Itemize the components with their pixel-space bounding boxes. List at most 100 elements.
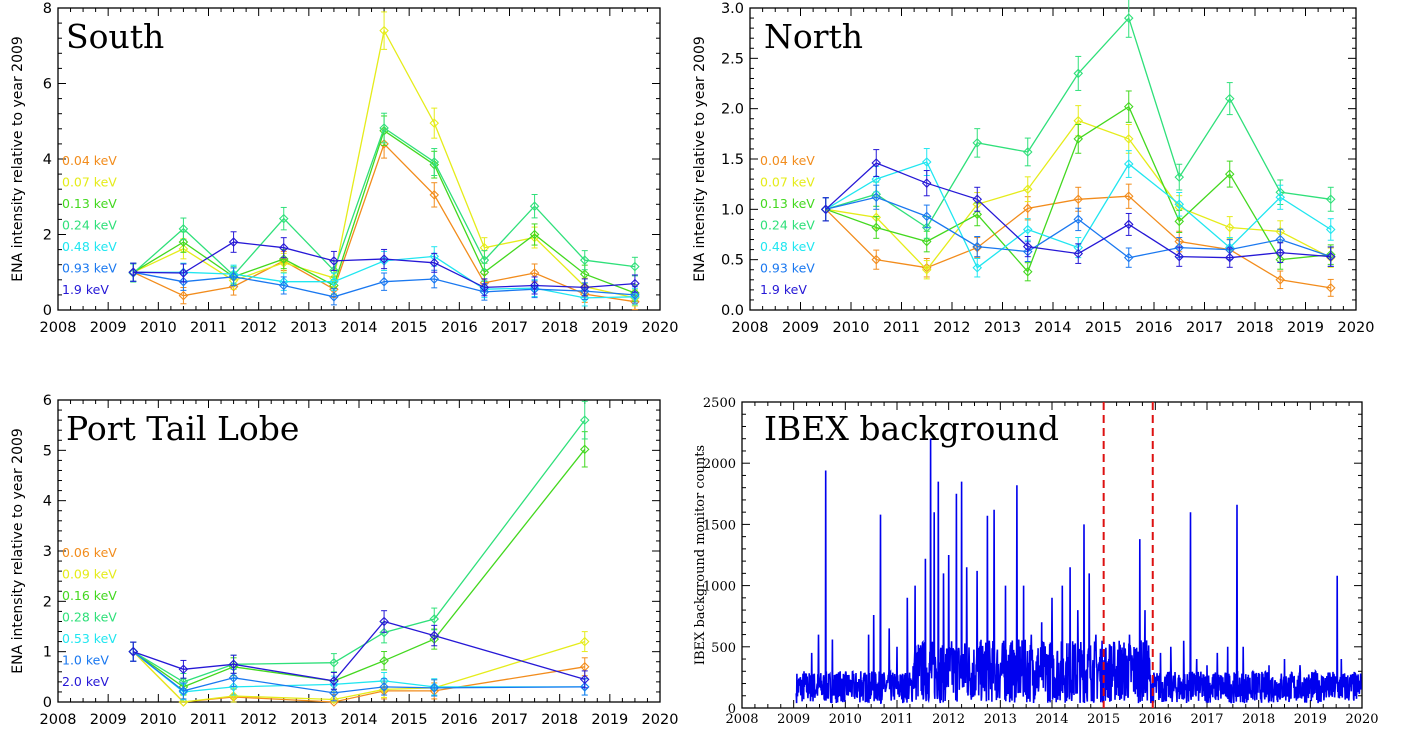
data-point: [379, 123, 389, 133]
y-tick-label: 0: [728, 702, 736, 717]
y-axis-label: ENA intensity relative to year 2009: [692, 36, 708, 282]
data-point: [1022, 203, 1033, 214]
y-tick-label: 500: [711, 641, 736, 656]
x-tick-label: 2011: [883, 320, 920, 336]
x-tick-label: 2014: [1035, 712, 1068, 727]
series-2_0-keV: [128, 610, 590, 690]
data-point: [228, 682, 239, 692]
series-0_16-keV: [128, 431, 590, 696]
data-point: [1022, 224, 1033, 235]
x-tick-label: 2011: [190, 712, 227, 728]
data-point: [529, 280, 540, 291]
data-point: [871, 222, 882, 233]
data-point: [178, 237, 189, 247]
data-point: [278, 242, 289, 253]
data-point: [820, 204, 831, 215]
y-tick-label: 6: [43, 77, 52, 93]
data-point: [178, 686, 189, 696]
x-tick-label: 2020: [642, 320, 679, 336]
data-point: [921, 157, 932, 167]
x-tick-label: 2008: [40, 320, 77, 336]
series-1_9-keV: [820, 149, 1336, 268]
legend-entry: 0.24 keV: [62, 218, 117, 233]
data-point: [429, 190, 440, 200]
x-tick-label: 2020: [1338, 320, 1375, 336]
data-point: [1224, 93, 1235, 104]
data-point: [278, 280, 289, 291]
y-tick-label: 2.0: [721, 102, 744, 118]
legend-entry: 1.9 keV: [760, 282, 807, 297]
y-tick-label: 1: [43, 645, 52, 661]
data-point: [429, 683, 440, 693]
data-point: [1275, 275, 1286, 285]
data-point: [871, 192, 882, 203]
data-point: [972, 138, 983, 148]
x-tick-label: 2016: [1136, 320, 1173, 336]
legend-entry: 0.13 keV: [760, 196, 815, 211]
x-tick-label: 2009: [90, 712, 127, 728]
data-point: [972, 209, 983, 220]
data-point: [429, 274, 440, 284]
series-line: [132, 419, 586, 683]
x-tick-label: 2013: [984, 712, 1017, 727]
data-point: [579, 293, 590, 303]
data-point: [1123, 13, 1134, 23]
data-point: [1123, 134, 1134, 144]
series-0_24-keV: [820, 0, 1336, 239]
x-tick-label: 2017: [491, 320, 528, 336]
y-tick-label: 1500: [703, 518, 736, 533]
x-tick-label: 2019: [1294, 712, 1327, 727]
data-point: [1073, 134, 1084, 144]
data-point: [529, 229, 540, 240]
data-point: [178, 224, 189, 234]
data-point: [329, 276, 339, 287]
data-point: [1022, 147, 1033, 157]
y-tick-label: 3: [43, 544, 52, 560]
data-point: [1325, 194, 1336, 205]
series-line: [132, 651, 585, 694]
y-tick-label: 2500: [703, 396, 736, 411]
y-tick-label: 0.5: [721, 253, 744, 269]
series-0_09-keV: [128, 631, 590, 707]
y-tick-label: 6: [43, 393, 52, 409]
data-point: [329, 694, 339, 705]
x-tick-label: 2010: [140, 712, 177, 728]
data-point: [579, 415, 590, 425]
data-point: [329, 676, 339, 686]
data-point: [228, 659, 239, 670]
data-point: [921, 222, 932, 233]
data-point: [429, 614, 440, 624]
legend-entry: 0.04 keV: [62, 153, 117, 168]
x-tick-label: 2008: [732, 320, 769, 336]
data-point: [871, 254, 882, 265]
data-point: [871, 158, 882, 168]
data-point: [479, 267, 490, 278]
legend-entry: 0.28 keV: [62, 610, 117, 625]
legend-entry: 0.24 keV: [760, 218, 815, 233]
legend-entry: 0.48 keV: [62, 239, 117, 254]
x-tick-label: 2015: [391, 712, 428, 728]
data-point: [1022, 184, 1033, 194]
data-point: [579, 682, 590, 692]
y-tick-label: 1000: [703, 580, 736, 595]
panel-title: Port Tail Lobe: [66, 409, 299, 448]
data-point: [178, 290, 189, 301]
data-point: [178, 697, 189, 707]
data-point: [921, 178, 932, 188]
x-tick-label: 2013: [290, 320, 327, 336]
data-point: [429, 630, 440, 641]
data-point: [1174, 251, 1185, 262]
legend-entry: 0.04 keV: [760, 153, 815, 168]
x-tick-label: 2015: [1085, 320, 1122, 336]
legend-entry: 1.0 keV: [62, 653, 109, 668]
data-point: [1275, 254, 1286, 265]
data-point: [630, 261, 640, 272]
legend-entry: 0.53 keV: [62, 631, 117, 646]
series-line: [133, 620, 585, 682]
data-point: [379, 655, 389, 666]
x-tick-label: 2010: [140, 320, 177, 336]
data-point: [1325, 283, 1336, 293]
data-point: [871, 174, 882, 184]
x-tick-label: 2018: [1242, 712, 1275, 727]
